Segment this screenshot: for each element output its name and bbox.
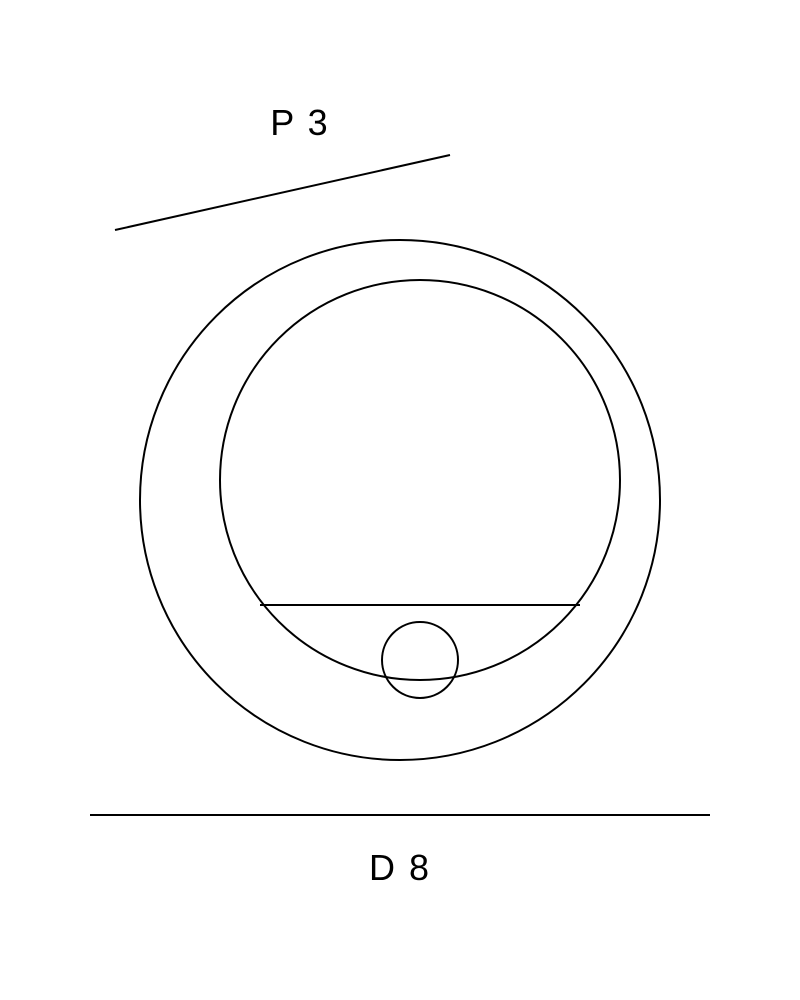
dimension-p-label: P 3	[270, 102, 329, 143]
small-circle	[382, 622, 458, 698]
dimension-d-label: D 8	[369, 847, 431, 888]
technical-diagram: P 3 D 8	[0, 0, 800, 1000]
dimension-p-line	[115, 155, 450, 230]
inner-circle	[220, 280, 620, 680]
outer-circle	[140, 240, 660, 760]
